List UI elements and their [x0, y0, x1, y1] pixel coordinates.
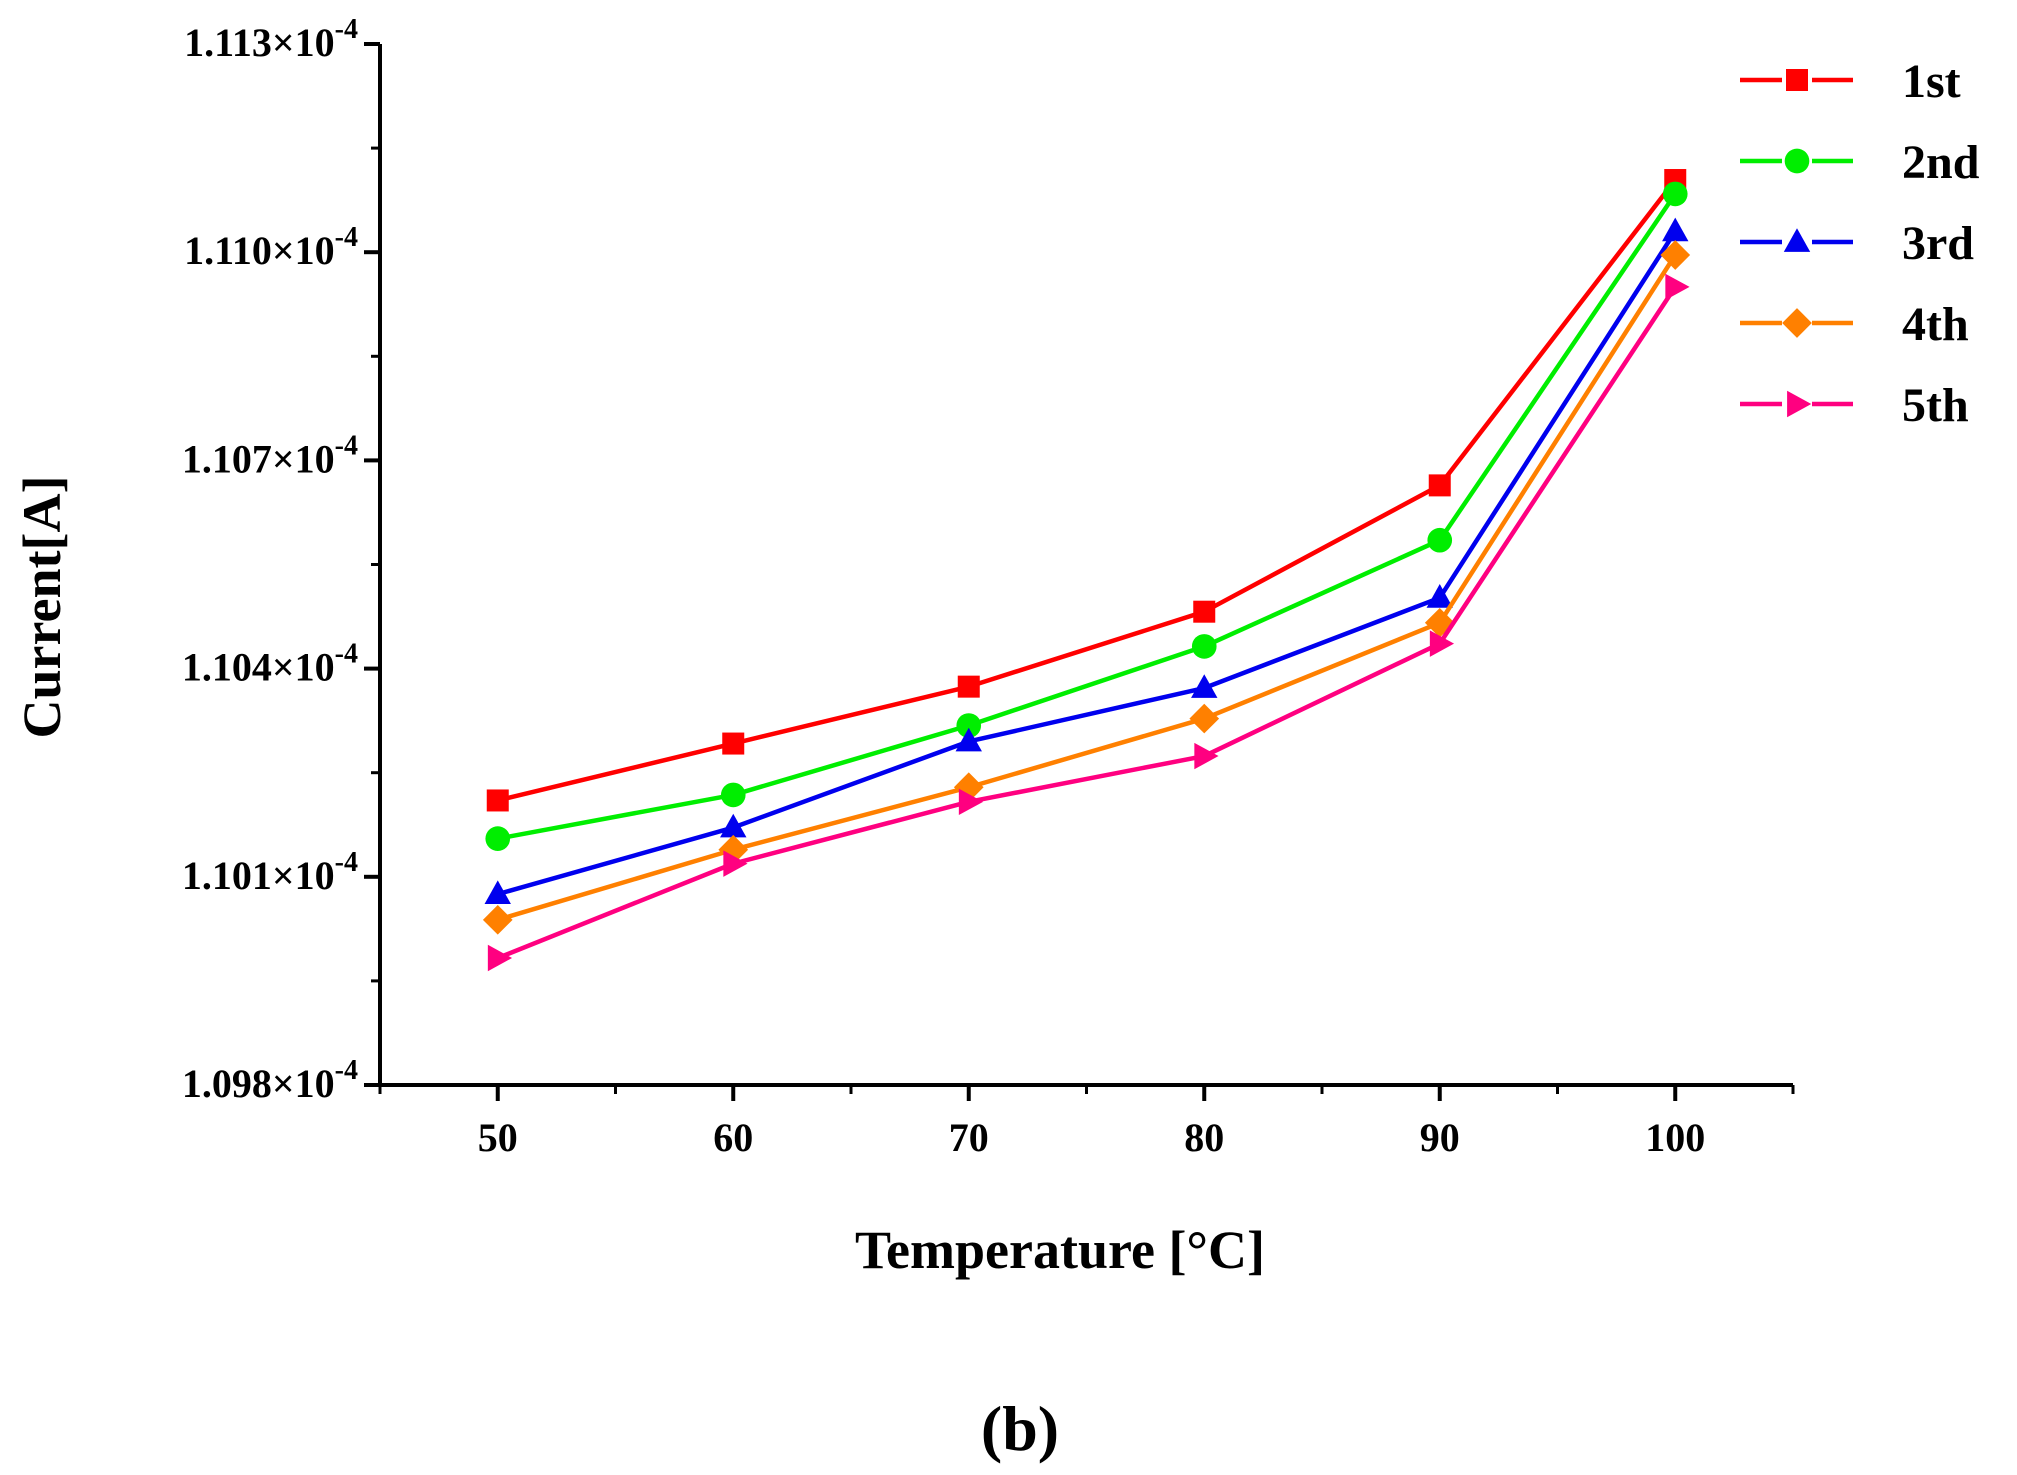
- series-line-4th: [497, 253, 1678, 922]
- data-point-4th: [1189, 703, 1220, 734]
- data-point-4th: [1424, 607, 1455, 638]
- data-point-1st: [722, 732, 745, 755]
- y-tick-label: 1.101×10-4: [182, 847, 358, 898]
- data-point-2nd: [956, 713, 982, 738]
- legend-item-2nd: 2nd: [1740, 136, 1980, 189]
- x-tick-label: 80: [1184, 1115, 1224, 1160]
- y-axis-ticks: 1.098×10-4 1.101×10-4 1.104×10-4 1.107×10-4…: [182, 14, 380, 1106]
- data-point-1st: [1193, 600, 1216, 623]
- legend-label: 2nd: [1902, 136, 1980, 189]
- x-tick-label: 60: [713, 1115, 753, 1160]
- x-axis-title: Temperature [°C]: [855, 1220, 1265, 1280]
- legend: 1st 2nd 3rd 4th 5th: [1740, 55, 1980, 432]
- x-axis-ticks: 50 60 70 80 90 100: [378, 1085, 1795, 1160]
- data-point-2nd: [1662, 181, 1688, 207]
- panel-label: (b): [981, 1393, 1059, 1464]
- y-tick-label: 1.098×10-4: [182, 1055, 358, 1106]
- legend-marker: [1787, 390, 1812, 418]
- data-point-5th: [723, 850, 748, 877]
- y-tick-label: 1.107×10-4: [182, 430, 358, 481]
- legend-marker: [1782, 308, 1812, 338]
- data-point-2nd: [1427, 527, 1453, 553]
- data-point-3rd: [955, 727, 982, 752]
- data-point-2nd: [485, 826, 511, 851]
- series-4th: [482, 240, 1691, 935]
- y-axis-title: Current[A]: [12, 476, 72, 739]
- legend-label: 4th: [1902, 298, 1969, 351]
- data-point-3rd: [720, 813, 747, 838]
- legend-label: 3rd: [1902, 217, 1974, 270]
- data-point-4th: [482, 904, 513, 935]
- data-point-3rd: [1662, 217, 1689, 242]
- legend-marker: [1786, 69, 1808, 91]
- y-tick-label: 1.110×10-4: [184, 222, 358, 273]
- data-point-4th: [953, 772, 984, 803]
- data-point-5th: [487, 944, 513, 972]
- data-point-2nd: [720, 782, 746, 808]
- data-point-1st: [957, 675, 980, 698]
- axes: [378, 44, 1793, 1087]
- x-tick-label: 50: [478, 1115, 518, 1160]
- legend-label: 1st: [1902, 55, 1961, 108]
- x-tick-label: 90: [1420, 1115, 1460, 1160]
- series-3rd: [484, 217, 1689, 905]
- data-point-3rd: [1191, 674, 1218, 698]
- legend-marker: [1784, 148, 1810, 174]
- series-line-2nd: [497, 192, 1678, 841]
- data-point-1st: [486, 789, 509, 812]
- series-2nd: [485, 181, 1688, 851]
- legend-item-3rd: 3rd: [1740, 217, 1974, 270]
- series-line-5th: [496, 285, 1678, 961]
- series-line-1st: [497, 178, 1678, 803]
- legend-item-4th: 4th: [1740, 298, 1969, 351]
- series-5th: [487, 273, 1690, 972]
- legend-item-1st: 1st: [1740, 55, 1961, 108]
- data-point-4th: [1660, 240, 1691, 270]
- series-line-3rd: [497, 230, 1678, 897]
- data-point-3rd: [1426, 584, 1453, 608]
- series-layer: [482, 169, 1691, 972]
- y-tick-label: 1.104×10-4: [182, 639, 358, 690]
- data-point-3rd: [484, 880, 511, 905]
- y-tick-label: 1.113×10-4: [184, 14, 358, 65]
- x-tick-label: 70: [949, 1115, 989, 1160]
- data-point-5th: [1429, 630, 1455, 657]
- data-point-1st: [1428, 474, 1451, 497]
- data-point-2nd: [1191, 634, 1217, 659]
- data-point-5th: [1665, 273, 1690, 301]
- legend-item-5th: 5th: [1740, 379, 1969, 432]
- data-point-5th: [958, 788, 984, 816]
- data-point-5th: [1194, 742, 1219, 770]
- legend-label: 5th: [1902, 379, 1969, 432]
- legend-marker: [1783, 228, 1811, 252]
- x-tick-label: 100: [1645, 1115, 1705, 1160]
